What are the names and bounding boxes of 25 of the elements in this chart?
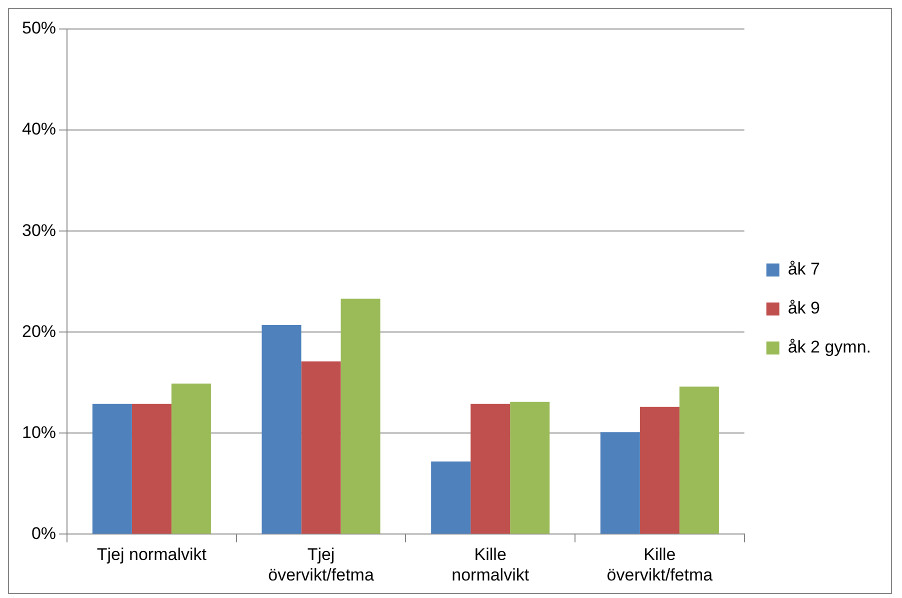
bar bbox=[92, 404, 132, 534]
bar bbox=[262, 325, 302, 534]
bar bbox=[132, 404, 172, 534]
x-tick-label: Kille övervikt/fetma bbox=[606, 545, 714, 584]
bar bbox=[301, 361, 341, 534]
y-tick-label: 10% bbox=[22, 422, 56, 442]
bar bbox=[431, 461, 471, 534]
legend-label: åk 9 bbox=[788, 298, 820, 318]
bar bbox=[470, 404, 510, 534]
bar bbox=[510, 402, 550, 534]
bar bbox=[600, 432, 640, 534]
bar bbox=[171, 384, 211, 534]
legend-label: åk 7 bbox=[788, 260, 820, 279]
y-tick-label: 30% bbox=[22, 220, 56, 240]
x-tick-label: Tjej övervikt/fetma bbox=[268, 545, 374, 584]
legend-label: åk 2 gymn. bbox=[788, 338, 872, 357]
y-tick-label: 40% bbox=[22, 120, 56, 139]
y-tick-label: 0% bbox=[31, 524, 56, 543]
bar bbox=[679, 386, 719, 534]
y-tick-label: 20% bbox=[22, 322, 56, 341]
y-tick-label: 50% bbox=[22, 18, 56, 38]
x-tick-label: Tjej normalvikt bbox=[96, 545, 207, 564]
bar bbox=[640, 406, 680, 534]
bar bbox=[340, 298, 380, 534]
x-tick-label: Kille normalvikt bbox=[452, 545, 530, 584]
